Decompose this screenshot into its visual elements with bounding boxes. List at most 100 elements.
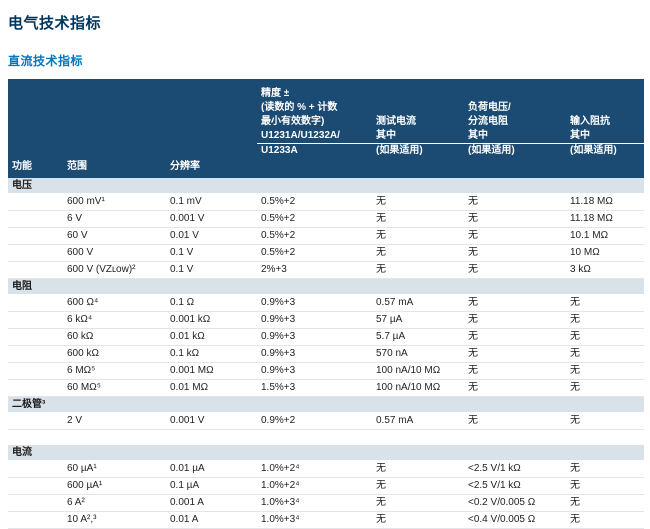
cell-input-impedance: 无 <box>570 314 580 325</box>
page-title: 电气技术指标 <box>8 15 102 32</box>
impedance-line-1: 输入阻抗 <box>570 116 610 127</box>
table-row: 60 µA¹ 0.01 µA 1.0%+2⁴ 无 <2.5 V/1 kΩ 无 <box>8 461 644 478</box>
cell-resolution: 0.001 V <box>170 213 205 224</box>
header-bottom-spacer <box>464 158 566 174</box>
header-bottom-spacer <box>257 158 372 174</box>
cell-resolution: 0.1 V <box>170 264 194 275</box>
cell-burden-voltage: 无 <box>468 196 478 207</box>
col-header-input-impedance: 输入阻抗 其中 (如果适用) <box>566 79 644 178</box>
cell-burden-voltage: 无 <box>468 247 478 258</box>
cell-accuracy: 0.5%+2 <box>261 247 296 258</box>
cell-function <box>8 329 63 345</box>
table-row: 60 V 0.01 V 0.5%+2 无 无 10.1 MΩ <box>8 228 644 245</box>
cell-test-current: 无 <box>376 497 386 508</box>
cell-resolution: 0.001 V <box>170 415 205 426</box>
cell-input-impedance: 无 <box>570 382 580 393</box>
table-row: 600 mV¹ 0.1 mV 0.5%+2 无 无 11.18 MΩ <box>8 194 644 211</box>
cell-burden-voltage: 无 <box>468 348 478 359</box>
accuracy-line-3: 最小有效数字) <box>261 116 325 127</box>
test-current-line-3: (如果适用) <box>372 143 464 158</box>
cell-input-impedance: 10 MΩ <box>570 247 600 258</box>
cell-burden-voltage: <0.4 V/0.005 Ω <box>468 514 536 525</box>
cell-input-impedance: 11.18 MΩ <box>570 213 613 224</box>
col-header-burden-voltage: 负荷电压/ 分流电阻 其中 (如果适用) <box>464 79 566 178</box>
cell-range: 10 A²,³ <box>67 514 97 525</box>
cell-accuracy: 1.0%+2⁴ <box>261 463 300 474</box>
cell-resolution: 0.01 µA <box>170 463 205 474</box>
burden-line-4: (如果适用) <box>464 143 566 158</box>
table-row: 6 MΩ⁵ 0.001 MΩ 0.9%+3 100 nA/10 MΩ 无 无 <box>8 363 644 380</box>
burden-line-1: 负荷电压/ <box>468 102 511 113</box>
cell-range: 60 µA¹ <box>67 463 97 474</box>
cell-range: 2 V <box>67 415 83 426</box>
cell-accuracy: 0.9%+3 <box>261 314 296 325</box>
impedance-line-2: 其中 <box>570 130 590 141</box>
cell-function <box>8 262 63 278</box>
cell-burden-voltage: 无 <box>468 297 478 308</box>
col-header-accuracy: 精度 ± (读数的 % + 计数 最小有效数字) U1231A/U1232A/ … <box>257 79 372 178</box>
table-row: 6 kΩ⁴ 0.001 kΩ 0.9%+3 57 µA 无 无 <box>8 312 644 329</box>
cell-resolution: 0.001 MΩ <box>170 365 214 376</box>
header-bottom-spacer <box>566 158 644 174</box>
cell-range: 6 A² <box>67 497 85 508</box>
cell-test-current: 5.7 µA <box>376 331 406 342</box>
cell-burden-voltage: 无 <box>468 331 478 342</box>
table-header: 功能 范围 分辨率 精度 ± (读数的 % + 计数 最小有效数字) U1231… <box>8 79 644 178</box>
cell-test-current: 无 <box>376 514 386 525</box>
impedance-line-3: (如果适用) <box>566 143 644 158</box>
cell-burden-voltage: 无 <box>468 264 478 275</box>
cell-input-impedance: 无 <box>570 365 580 376</box>
col-header-function: 功能 <box>8 79 63 178</box>
cell-test-current: 100 nA/10 MΩ <box>376 365 441 376</box>
cell-input-impedance: 无 <box>570 331 580 342</box>
table-row: 6 A² 0.001 A 1.0%+3⁴ 无 <0.2 V/0.005 Ω 无 <box>8 495 644 512</box>
section-gap <box>8 430 644 445</box>
col-header-range-label: 范围 <box>67 161 87 172</box>
cell-input-impedance: 无 <box>570 415 580 426</box>
cell-accuracy: 1.0%+3⁴ <box>261 514 300 525</box>
table-section-header: 电流 <box>8 445 644 461</box>
table-row: 600 µA¹ 0.1 µA 1.0%+2⁴ 无 <2.5 V/1 kΩ 无 <box>8 478 644 495</box>
test-current-line-1: 测试电流 <box>376 116 416 127</box>
cell-function <box>8 461 63 477</box>
cell-resolution: 0.1 µA <box>170 480 200 491</box>
cell-burden-voltage: 无 <box>468 365 478 376</box>
cell-accuracy: 0.9%+3 <box>261 297 296 308</box>
cell-test-current: 0.57 mA <box>376 415 414 426</box>
cell-range: 6 V <box>67 213 83 224</box>
section-title-dc: 直流技术指标 <box>8 54 84 68</box>
burden-line-3: 其中 <box>468 130 488 141</box>
cell-function <box>8 380 63 396</box>
cell-function <box>8 413 63 429</box>
cell-accuracy: 0.5%+2 <box>261 196 296 207</box>
dc-spec-table: 功能 范围 分辨率 精度 ± (读数的 % + 计数 最小有效数字) U1231… <box>8 79 644 529</box>
cell-input-impedance: 无 <box>570 480 580 491</box>
cell-resolution: 0.01 MΩ <box>170 382 209 393</box>
cell-range: 600 µA¹ <box>67 480 103 491</box>
cell-accuracy: 0.9%+3 <box>261 365 296 376</box>
cell-input-impedance: 无 <box>570 497 580 508</box>
col-header-function-label: 功能 <box>12 161 32 172</box>
cell-accuracy: 0.9%+3 <box>261 331 296 342</box>
table-row: 2 V 0.001 V 0.9%+2 0.57 mA 无 无 <box>8 413 644 430</box>
cell-resolution: 0.1 Ω <box>170 297 195 308</box>
cell-test-current: 无 <box>376 264 386 275</box>
cell-test-current: 57 µA <box>376 314 403 325</box>
table-row: 600 kΩ 0.1 kΩ 0.9%+3 570 nA 无 无 <box>8 346 644 363</box>
cell-accuracy: 0.5%+2 <box>261 213 296 224</box>
col-header-resolution: 分辨率 <box>166 79 257 178</box>
cell-input-impedance: 无 <box>570 348 580 359</box>
cell-range: 600 Ω⁴ <box>67 297 99 308</box>
cell-resolution: 0.01 kΩ <box>170 331 205 342</box>
cell-range: 600 V <box>67 247 94 258</box>
table-row: 10 A²,³ 0.01 A 1.0%+3⁴ 无 <0.4 V/0.005 Ω 无 <box>8 512 644 529</box>
cell-burden-voltage: 无 <box>468 230 478 241</box>
table-row: 60 MΩ⁵ 0.01 MΩ 1.5%+3 100 nA/10 MΩ 无 无 <box>8 380 644 397</box>
cell-function <box>8 346 63 362</box>
burden-line-2: 分流电阻 <box>468 116 508 127</box>
accuracy-line-1: 精度 ± <box>261 88 290 99</box>
cell-function <box>8 211 63 227</box>
cell-burden-voltage: <2.5 V/1 kΩ <box>468 480 521 491</box>
cell-test-current: 570 nA <box>376 348 408 359</box>
table-row: 60 kΩ 0.01 kΩ 0.9%+3 5.7 µA 无 无 <box>8 329 644 346</box>
